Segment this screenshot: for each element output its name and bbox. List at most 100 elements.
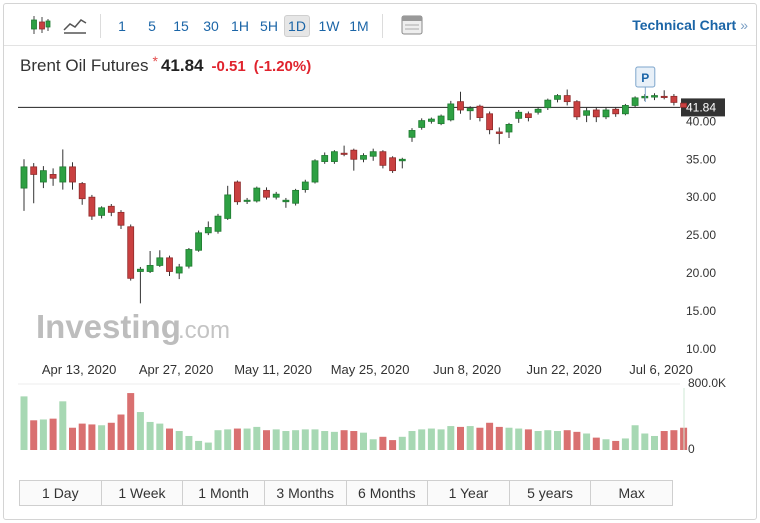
volume-bar bbox=[544, 430, 552, 450]
volume-bar bbox=[534, 431, 542, 450]
volume-bar bbox=[204, 442, 212, 450]
volume-bar bbox=[243, 428, 251, 450]
toolbar-separator bbox=[382, 14, 383, 38]
volume-bar bbox=[117, 414, 125, 450]
candle-down bbox=[476, 105, 484, 118]
candle-up bbox=[360, 155, 367, 160]
timeframe-5h[interactable]: 5H bbox=[260, 18, 278, 34]
candle-down bbox=[379, 151, 387, 166]
delayed-marker: * bbox=[152, 53, 158, 69]
candle-up bbox=[369, 151, 377, 157]
candle-up bbox=[156, 257, 164, 266]
range-1-week[interactable]: 1 Week bbox=[101, 481, 184, 505]
timeframe-1[interactable]: 1 bbox=[118, 18, 126, 34]
volume-bar bbox=[660, 431, 668, 450]
volume-bar bbox=[107, 422, 115, 450]
technical-chart-link[interactable]: Technical Chart» bbox=[632, 17, 748, 33]
volume-bar bbox=[447, 426, 455, 450]
candle-down bbox=[127, 226, 135, 279]
range-1-year[interactable]: 1 Year bbox=[428, 481, 510, 505]
timeframe-30[interactable]: 30 bbox=[203, 18, 219, 34]
x-tick-label: May 11, 2020 bbox=[234, 362, 312, 377]
last-price-tag bbox=[681, 98, 725, 117]
candle-up bbox=[505, 123, 513, 133]
volume-bar bbox=[321, 431, 329, 450]
candle-up bbox=[330, 151, 338, 162]
y-tick-label: 40.00 bbox=[686, 114, 716, 128]
volume-bar bbox=[641, 433, 649, 450]
candle-up bbox=[224, 194, 232, 219]
candle-down bbox=[107, 205, 115, 213]
candle-down bbox=[486, 113, 494, 131]
candle-down bbox=[389, 157, 397, 172]
candle-up bbox=[185, 249, 193, 267]
timeframe-1m[interactable]: 1M bbox=[349, 18, 369, 34]
range-5-years[interactable]: 5 years bbox=[509, 481, 592, 505]
candle-down bbox=[525, 113, 532, 118]
range-6-months[interactable]: 6 Months bbox=[346, 481, 429, 505]
y-tick-label: 20.00 bbox=[686, 266, 716, 280]
x-tick-label: Jun 22, 2020 bbox=[527, 362, 602, 377]
timeframe-1h[interactable]: 1H bbox=[231, 18, 249, 34]
volume-bar bbox=[88, 424, 96, 450]
candle-down bbox=[573, 101, 581, 118]
candle-down bbox=[350, 149, 358, 160]
x-tick-label: May 25, 2020 bbox=[331, 362, 410, 377]
double-chevron-right-icon: » bbox=[740, 17, 748, 33]
candle-down bbox=[612, 108, 620, 115]
volume-bar bbox=[301, 429, 309, 450]
candle-down bbox=[117, 211, 125, 226]
area-chart-type-icon[interactable] bbox=[62, 14, 87, 36]
volume-axis-max-label: 800.0K bbox=[688, 376, 726, 390]
volume-bar bbox=[670, 430, 678, 450]
volume-bar bbox=[136, 412, 144, 450]
volume-bar bbox=[20, 396, 28, 450]
timeframe-1d[interactable]: 1D bbox=[284, 15, 310, 37]
volume-bar bbox=[59, 401, 67, 450]
candle-up bbox=[651, 95, 658, 98]
volume-bar bbox=[350, 431, 358, 450]
candle-down bbox=[563, 95, 571, 103]
volume-bar bbox=[515, 428, 523, 450]
volume-bar bbox=[369, 439, 377, 450]
range-1-day[interactable]: 1 Day bbox=[20, 481, 102, 505]
candle-up bbox=[311, 160, 319, 183]
candle-up bbox=[437, 115, 445, 125]
candle-up bbox=[20, 166, 28, 189]
volume-bar bbox=[214, 430, 222, 450]
candle-up bbox=[554, 95, 561, 100]
watermark-brand: Investing bbox=[36, 308, 181, 345]
volume-bar bbox=[195, 440, 203, 450]
volume-bar bbox=[156, 423, 164, 450]
last-price: 41.84 bbox=[160, 56, 204, 75]
range-selector: 1 Day 1 Week 1 Month 3 Months 6 Months 1 Year… bbox=[19, 480, 673, 506]
timeframe-1w[interactable]: 1W bbox=[318, 18, 340, 34]
candle-down bbox=[340, 152, 348, 155]
calendar-panel-icon[interactable] bbox=[400, 14, 424, 36]
candle-up bbox=[204, 227, 212, 234]
volume-bar bbox=[612, 440, 620, 450]
watermark-suffix: .com bbox=[178, 317, 230, 344]
candle-up bbox=[136, 268, 144, 272]
volume-bar bbox=[330, 431, 338, 450]
price-chart[interactable]: Investing.com 10.00 15.00 20.00 25.00 30.00 35… bbox=[4, 4, 756, 474]
timeframe-5[interactable]: 5 bbox=[148, 18, 156, 34]
candle-up bbox=[534, 108, 542, 113]
candle-down bbox=[49, 174, 57, 179]
candle-up bbox=[98, 207, 105, 216]
candle-up bbox=[544, 99, 552, 109]
timeframe-15[interactable]: 15 bbox=[173, 18, 189, 34]
candle-down bbox=[233, 181, 241, 203]
candlestick-chart-type-icon[interactable] bbox=[28, 14, 52, 36]
range-1-month[interactable]: 1 Month bbox=[183, 481, 265, 505]
volume-axis-zero-label: 0 bbox=[688, 442, 695, 456]
volume-bar bbox=[166, 428, 173, 450]
candle-up bbox=[40, 170, 47, 183]
volume-bar bbox=[505, 427, 513, 450]
candle-down bbox=[78, 183, 86, 200]
volume-bar bbox=[98, 425, 106, 450]
range-max[interactable]: Max bbox=[591, 481, 672, 505]
volume-bar bbox=[360, 432, 367, 450]
volume-bar bbox=[418, 429, 426, 450]
range-3-months[interactable]: 3 Months bbox=[264, 481, 347, 505]
